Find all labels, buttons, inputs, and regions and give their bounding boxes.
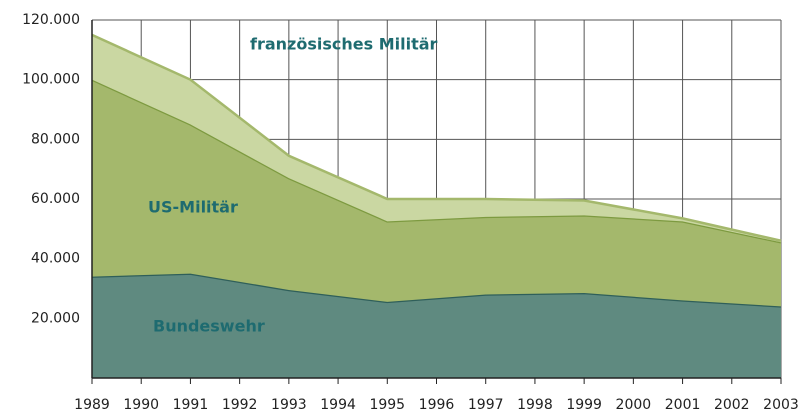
x-tick-label: 1990	[123, 397, 159, 413]
axes: 20.000 40.000 60.000 80.000 100.000 120.000 19…	[22, 12, 799, 413]
area	[92, 34, 781, 243]
x-tick-label: 1997	[468, 397, 504, 413]
area-edge	[91, 33, 782, 242]
area	[92, 79, 781, 307]
areas	[91, 33, 782, 378]
x-tick-label: 1994	[320, 397, 356, 413]
x-tick-label: 1992	[222, 397, 258, 413]
y-tick-label: 20.000	[31, 310, 80, 326]
x-tick-label: 2001	[665, 397, 701, 413]
series-label: französisches Militär	[250, 35, 438, 54]
x-tick-label: 1998	[517, 397, 553, 413]
x-tick-label: 2002	[714, 397, 750, 413]
y-tick-label: 60.000	[31, 191, 80, 207]
area	[92, 273, 781, 378]
x-tick-label: 1991	[173, 397, 209, 413]
series-label: Bundeswehr	[153, 317, 265, 336]
x-tick-label: 1989	[74, 397, 110, 413]
y-tick-label: 40.000	[31, 251, 80, 267]
x-tick-label: 1993	[271, 397, 307, 413]
x-tick-label: 2000	[616, 397, 652, 413]
x-tick-label: 2003	[763, 397, 799, 413]
x-tick-label: 1995	[369, 397, 405, 413]
y-tick-label: 120.000	[22, 12, 80, 28]
y-tick-label: 100.000	[22, 72, 80, 88]
y-tick-label: 80.000	[31, 131, 80, 147]
x-tick-label: 1999	[566, 397, 602, 413]
x-tick-label: 1996	[419, 397, 455, 413]
series-label: US-Militär	[148, 198, 238, 217]
